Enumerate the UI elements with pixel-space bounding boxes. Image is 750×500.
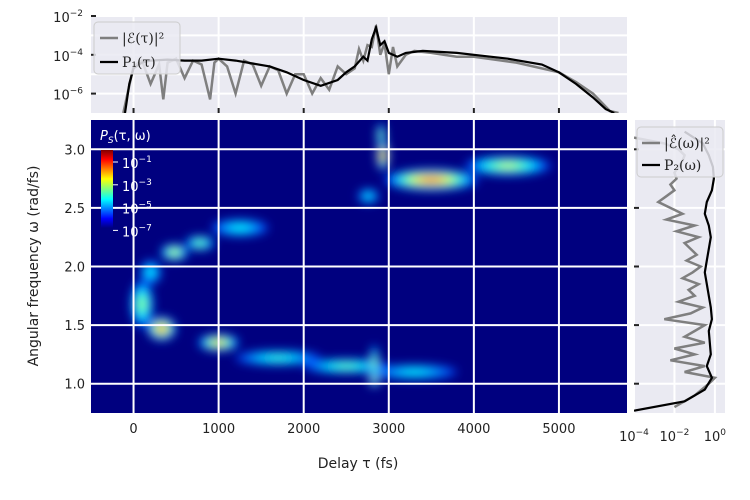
top-ytick-label: 10−4	[53, 48, 83, 65]
heatmap-blob	[376, 123, 386, 147]
top-legend: |ℰ(τ)|² P₁(τ)	[93, 21, 181, 75]
right-xtick-label: 100	[704, 428, 727, 445]
heatmap-blob	[358, 189, 379, 204]
heatmap-blob	[384, 169, 479, 191]
heatmap-blob-level	[380, 133, 382, 138]
heatmap-ytick-label: 2.5	[64, 202, 85, 217]
heatmap-blob	[147, 316, 177, 341]
colorbar-tick-label: 10−7	[122, 223, 152, 240]
heatmap-blob	[140, 260, 161, 285]
right-series-p2-line	[634, 130, 716, 412]
heatmap-blob	[376, 139, 389, 171]
heatmap-blob	[211, 219, 268, 237]
heatmap-xticks: 0 1000 2000 3000 4000 5000	[129, 422, 575, 437]
colorbar-tick-label: 10−3	[122, 178, 152, 195]
heatmap-ytick-label: 1.5	[64, 319, 85, 334]
right-series-spectrum-line	[634, 136, 718, 409]
top-panel: 10−2 10−4 10−6 |ℰ(τ)|² P₁(τ)	[53, 9, 627, 113]
colorbar-label-args: (τ, ω)	[114, 129, 151, 144]
heatmap-xtick-label: 1000	[202, 422, 235, 437]
heatmap-ytick-label: 3.0	[64, 143, 85, 158]
heatmap-blob-level	[407, 370, 422, 374]
right-panel: 10−4 10−2 100 |ℰ̂(ω)|² P₂(ω)	[619, 120, 726, 445]
colorbar-tick-label: 10−5	[122, 201, 152, 218]
top-panel-yticks: 10−2 10−4 10−6	[53, 9, 96, 104]
heatmap-blob	[370, 345, 379, 381]
top-series-p1-line	[123, 23, 615, 113]
heatmap-xtick-label: 2000	[287, 422, 320, 437]
right-xtick-label: 10−2	[660, 428, 690, 445]
heatmap-blob-level	[381, 152, 384, 158]
heatmap-blob-level	[148, 270, 153, 275]
right-legend-label-spectrum: |ℰ̂(ω)|²	[664, 134, 710, 152]
heatmap-blob-level	[500, 164, 515, 168]
heatmap-blob-level	[339, 364, 354, 368]
heatmap-blob	[303, 359, 389, 374]
heatmap-yticks: 1.0 1.5 2.0 2.5 3.0	[64, 143, 85, 392]
heatmap-grid	[91, 120, 627, 413]
y-axis-label: Angular frequency ω (rad/fs)	[26, 166, 42, 367]
x-axis-label: Delay τ (fs)	[318, 456, 399, 472]
top-ytick-label: 10−6	[53, 87, 83, 104]
right-legend-label-p2: P₂(ω)	[664, 158, 701, 174]
heatmap-xtick-label: 3000	[372, 422, 405, 437]
heatmap-xtick-label: 4000	[457, 422, 490, 437]
top-legend-label-intensity: |ℰ(τ)|²	[122, 31, 164, 47]
heatmap-ytick-label: 1.0	[64, 378, 85, 393]
colorbar-label: PS(τ, ω)	[100, 129, 151, 146]
colorbar-gradient	[101, 150, 113, 228]
heatmap-blob-level	[366, 195, 371, 198]
heatmap-blob-level	[172, 251, 177, 254]
heatmap-blob	[371, 364, 457, 380]
colorbar-label-subscript: S	[108, 136, 114, 146]
top-legend-label-p1: P₁(τ)	[122, 55, 156, 71]
heatmap-blob-level	[140, 300, 144, 308]
heatmap-blob	[235, 350, 321, 365]
heatmap-blob-level	[159, 326, 165, 331]
right-panel-xticks: 10−4 10−2 100	[619, 428, 726, 445]
colorbar-tick-label: 10−1	[122, 155, 152, 172]
heatmap-blobs	[130, 123, 551, 388]
heatmap-blob-level	[423, 178, 440, 182]
heatmap-blob-level	[235, 226, 245, 230]
heatmap-xtick-label: 0	[129, 422, 137, 437]
heatmap-blob-level	[373, 359, 376, 366]
heatmap-blob	[130, 280, 154, 328]
right-xtick-label: 10−4	[619, 428, 649, 445]
colorbar-label-symbol: P	[100, 129, 108, 144]
colorbar: PS(τ, ω) 10−1 10−3 10−5 10−7	[100, 129, 152, 240]
heatmap-blob-level	[197, 241, 203, 245]
heatmap-blob-level	[271, 356, 286, 360]
heatmap-blob	[465, 156, 551, 176]
colorbar-ticks: 10−1 10−3 10−5 10−7	[113, 155, 152, 240]
heatmap-blob	[185, 236, 215, 251]
top-series-intensity-line	[122, 25, 619, 113]
top-ytick-label: 10−2	[53, 9, 83, 26]
main-panel: 0 1000 2000 3000 4000 5000 1.0 1.5 2.0 2.5 3.0 De…	[26, 120, 627, 472]
heatmap-blob	[160, 244, 188, 261]
heatmap-xtick-label: 5000	[542, 422, 575, 437]
heatmap-ytick-label: 2.0	[64, 261, 85, 276]
right-legend: |ℰ̂(ω)|² P₂(ω)	[636, 126, 724, 178]
